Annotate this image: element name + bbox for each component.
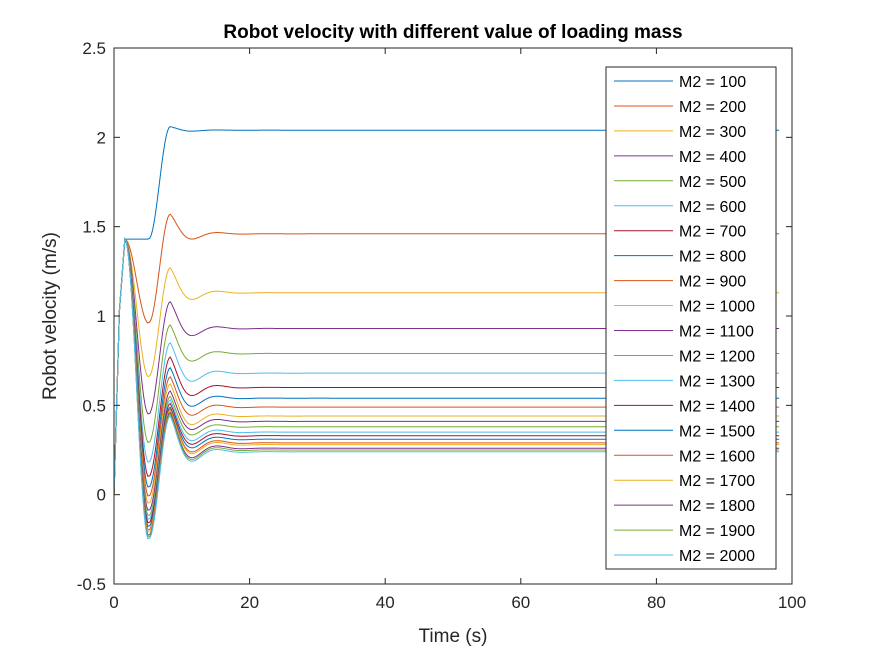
legend-entry: M2 = 600 [679,199,746,216]
legend-entry: M2 = 1600 [679,448,755,465]
x-tick-label: 100 [778,593,806,612]
series-line-17 [113,237,780,533]
series-line-16 [113,237,780,531]
series-line-7 [113,237,780,495]
series-line-11 [113,237,780,511]
chart-title: Robot velocity with different value of l… [223,22,682,43]
legend-entry: M2 = 300 [679,124,746,141]
legend-entry: M2 = 700 [679,224,746,241]
series-line-8 [113,237,780,495]
series-line-5 [113,237,780,495]
legend-box [605,66,777,570]
series-line-4 [113,238,780,495]
legend-entry: M2 = 500 [679,174,746,191]
legend-entry: M2 = 1900 [679,523,755,540]
legend-entry: M2 = 1200 [679,348,755,365]
legend-entry: M2 = 900 [679,274,746,291]
series-line-9 [113,237,780,497]
legend: M2 = 100 M2 = 200 M2 = 300 M2 = 400 M2 = 500… [605,66,777,570]
series-line-2 [113,213,780,495]
x-axis-label: Time (s) [419,626,488,647]
y-tick-label: 2.5 [82,39,106,58]
series-line-14 [113,237,780,524]
legend-items: M2 = 100 M2 = 200 M2 = 300 M2 = 400 M2 = 500… [614,74,755,565]
x-tick-label: 60 [511,593,530,612]
series-line-3 [113,238,780,495]
y-tick-label: 1.5 [82,218,106,237]
x-tick-label: 0 [109,593,118,612]
series-line-12 [113,237,780,517]
series-line-19 [113,237,780,538]
legend-entry: M2 = 1500 [679,423,755,440]
y-axis: -0.5 0 0.5 1 1.5 2 2.5 [77,39,792,594]
x-tick-label: 20 [240,593,259,612]
series-line-6 [113,237,780,495]
x-tick-label: 40 [376,593,395,612]
y-tick-label: -0.5 [77,575,106,594]
series-line-20 [113,237,780,540]
legend-entry: M2 = 1100 [679,324,754,341]
legend-entry: M2 = 1400 [679,398,755,415]
legend-entry: M2 = 400 [679,149,746,166]
legend-entry: M2 = 1800 [679,498,755,515]
y-tick-label: 1 [97,307,106,326]
legend-entry: M2 = 100 [679,74,746,91]
y-tick-label: 0 [97,486,106,505]
legend-entry: M2 = 1000 [679,299,755,316]
x-axis: 0 20 40 60 80 100 [109,48,806,612]
series-line-15 [113,237,780,527]
legend-entry: M2 = 800 [679,249,746,266]
series-line-18 [113,237,780,536]
series-line-10 [113,237,780,504]
legend-entry: M2 = 200 [679,99,746,116]
series-line-1 [113,126,780,495]
series-line-13 [113,237,780,520]
plot-series [113,126,780,540]
x-tick-label: 80 [647,593,666,612]
y-tick-label: 2 [97,128,106,147]
legend-entry: M2 = 1700 [679,473,755,490]
y-axis-label: Robot velocity (m/s) [40,232,61,400]
legend-entry: M2 = 1300 [679,373,755,390]
legend-entry: M2 = 2000 [679,548,755,565]
y-tick-label: 0.5 [82,396,106,415]
